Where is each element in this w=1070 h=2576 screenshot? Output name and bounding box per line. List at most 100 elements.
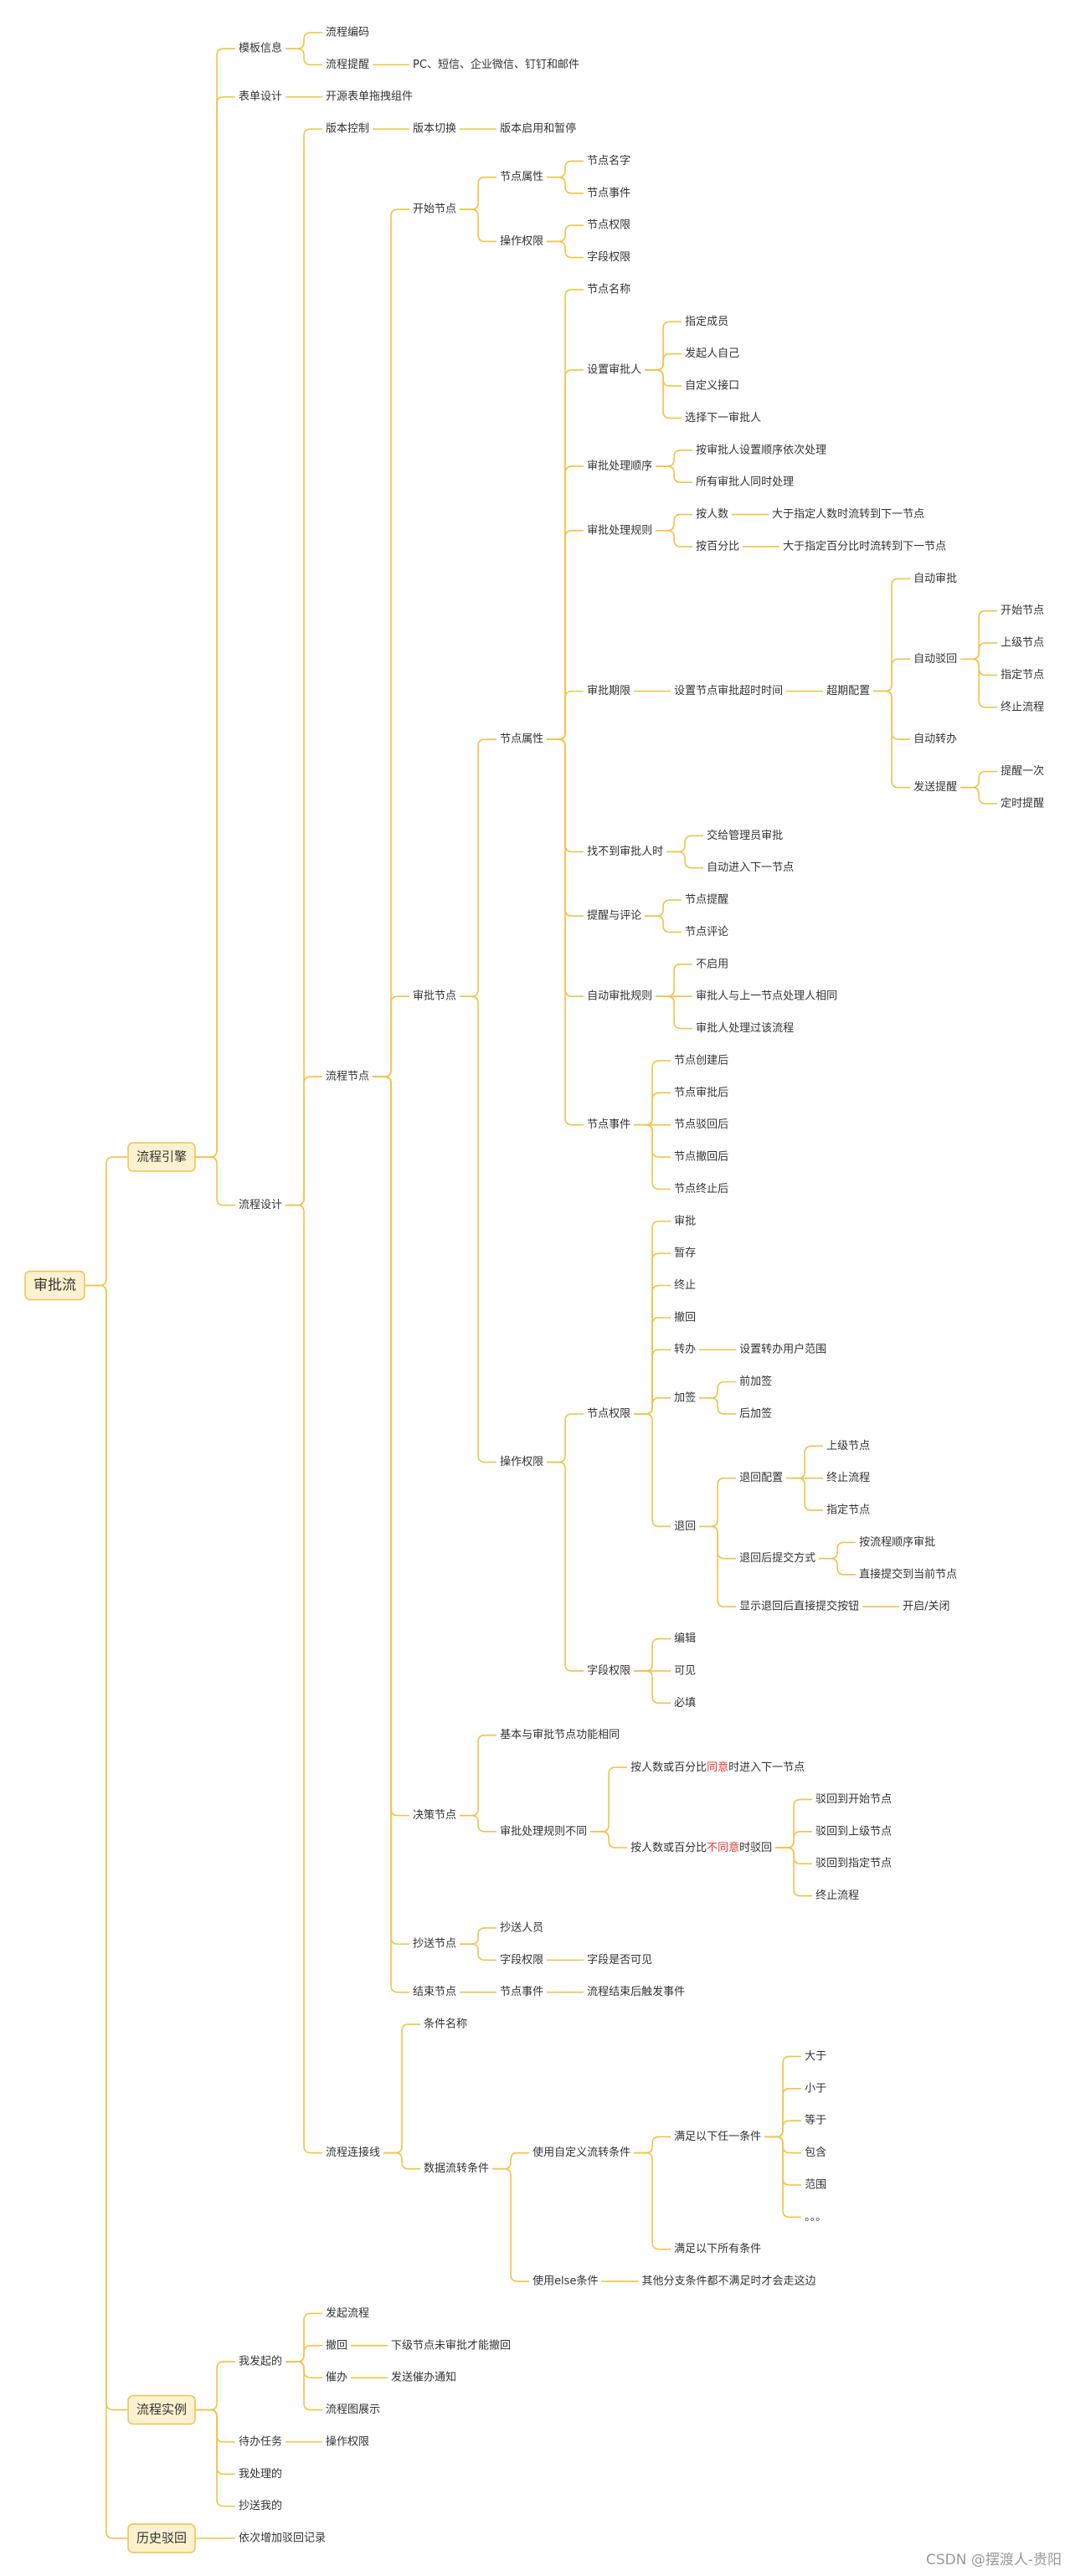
topic-label: 选择下一审批人	[685, 412, 761, 424]
topic-label: 审批人与上一节点处理人相同	[696, 990, 837, 1003]
topic-label: 必填	[674, 1697, 696, 1710]
topic-label: PC、短信、企业微信、钉钉和邮件	[413, 58, 579, 71]
topic-label: 节点名称	[587, 282, 630, 296]
topic-label: 终止	[674, 1278, 696, 1292]
topic-label: 决策节点	[413, 1808, 456, 1822]
topic-label: 节点事件	[587, 187, 630, 199]
topic-label: 流程结束后触发事件	[587, 1985, 685, 1998]
topics: 审批流流程引擎模板信息流程编码流程提醒 PC、短信、企业微信、钉钉和邮件表单设计开…	[24, 27, 1044, 2553]
topic-label: 版本切换	[413, 123, 456, 136]
main-topic-box	[127, 1142, 196, 1172]
connector	[590, 1766, 628, 1833]
connector	[634, 1670, 671, 1704]
topic-label: 直接提交到当前节点	[859, 1567, 957, 1581]
topic-label: 字段权限	[587, 250, 630, 264]
topic-label: 上级节点	[1001, 637, 1044, 650]
topic-label: 自定义接口	[685, 379, 739, 393]
topic-label: 小于	[805, 2082, 826, 2095]
connector	[195, 95, 236, 1158]
topic-label: 节点创建后	[674, 1054, 728, 1067]
topic-label: 节点权限	[587, 1406, 630, 1420]
connector	[286, 2361, 323, 2411]
topic-label: 流程图展示	[326, 2404, 380, 2416]
topic-label: 我发起的	[239, 2354, 282, 2368]
connector	[656, 450, 693, 467]
connector	[666, 835, 704, 853]
topic-label: 字段是否可见	[587, 1954, 652, 1967]
topic-label: 使用自定义流转条件	[532, 2146, 630, 2159]
connector	[85, 1284, 128, 2539]
topic-label: 找不到审批人时	[587, 846, 663, 858]
topic-label: 流程设计	[239, 1199, 282, 1211]
connector	[764, 2120, 802, 2138]
topic-label: 操作权限	[326, 2435, 369, 2448]
topic-label: 节点撤回后	[674, 1150, 728, 1164]
connector	[373, 1076, 410, 1993]
topic-label: 自动进入下一节点	[707, 861, 794, 874]
topic-label: 模板信息	[239, 42, 282, 55]
main-topic-box	[127, 2394, 196, 2425]
topic-label: 基本与审批节点功能相同	[500, 1729, 620, 1741]
topic-label: 开始节点	[1001, 604, 1044, 617]
watermark: CSDN @摆渡人-贵阳	[926, 2552, 1062, 2568]
topic-label-part: 时进入下一节点	[728, 1761, 805, 1774]
topic-label: 字段权限	[500, 1953, 543, 1967]
topic-label: 转办	[674, 1344, 696, 1356]
topic-label: 不启用	[696, 958, 728, 970]
topic-label: 提醒与评论	[587, 909, 641, 923]
topic-label: 催办	[326, 2372, 347, 2384]
connector	[383, 2023, 421, 2154]
topic-label: 节点名字	[587, 154, 630, 167]
connector	[460, 1927, 497, 1945]
topic-label: 超期配置	[826, 685, 870, 697]
topic-label: 节点事件	[587, 1118, 630, 1131]
topic-label: 操作权限	[500, 234, 543, 248]
connector	[656, 465, 693, 484]
topic-label: 节点属性	[500, 171, 543, 183]
topic-label: 节点事件	[500, 1986, 543, 1998]
topic-label: 开源表单拖拽组件	[326, 90, 413, 103]
topic-label: 设置审批人	[587, 363, 641, 376]
connector	[634, 2152, 671, 2250]
topic-label: 我处理的	[239, 2467, 282, 2481]
connector	[656, 529, 693, 548]
connector	[699, 1525, 737, 1608]
topic-label: 节点终止后	[674, 1182, 728, 1195]
topic-label: 版本启用和暂停	[500, 122, 576, 136]
topic-label: 审批处理规则	[587, 524, 652, 537]
topic-label: 操作权限	[500, 1455, 543, 1468]
topic-label: 抄送节点	[413, 1938, 456, 1951]
topic-label: 设置转办用户范围	[739, 1343, 826, 1356]
topic-label: 退回配置	[739, 1472, 783, 1484]
topic-label: 节点评论	[685, 926, 728, 938]
topic-label: 按审批人设置顺序依次处理	[696, 443, 826, 456]
connector	[492, 2152, 530, 2170]
topic-label: 节点驳回后	[674, 1118, 728, 1131]
connector	[873, 690, 911, 789]
connector	[460, 176, 497, 210]
connector	[819, 1541, 857, 1560]
connector	[873, 658, 911, 692]
topic-label: 结束节点	[413, 1986, 456, 1998]
topic-label: 按人数或百分比同意时进入下一节点	[630, 1761, 805, 1774]
topic-label: 发送催办通知	[391, 2371, 456, 2384]
connector	[195, 1156, 236, 1206]
topic-label: 流程编码	[326, 27, 369, 39]
connector	[699, 1477, 737, 1528]
connector	[460, 995, 497, 1463]
topic-label: 前加签	[739, 1375, 772, 1388]
topic-label: 版本控制	[326, 123, 369, 136]
connector	[460, 208, 497, 243]
connector	[634, 1413, 671, 1528]
connector	[960, 770, 998, 789]
connector	[547, 224, 584, 243]
connector	[656, 995, 693, 1030]
root-topic-box	[24, 1270, 85, 1301]
connector	[286, 1204, 323, 2154]
connector	[547, 738, 584, 1126]
topic-label: 开启/关闭	[903, 1601, 949, 1613]
connector	[590, 1831, 628, 1848]
